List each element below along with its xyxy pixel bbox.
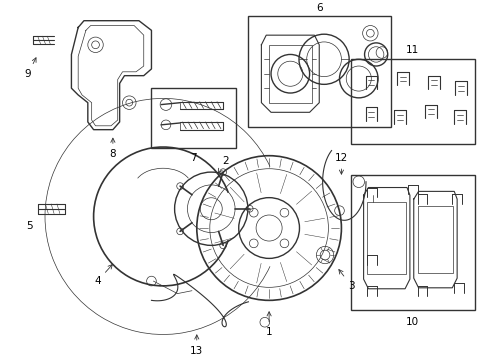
Bar	[417, 206, 453, 273]
Text: 3: 3	[339, 270, 355, 291]
Bar	[351, 59, 474, 144]
Text: 2: 2	[218, 156, 229, 173]
Text: 10: 10	[406, 316, 419, 327]
Bar	[351, 175, 474, 310]
Text: 11: 11	[406, 45, 419, 55]
Bar	[269, 45, 312, 103]
Text: 1: 1	[266, 312, 272, 337]
Text: 13: 13	[190, 335, 203, 356]
Text: 12: 12	[335, 153, 348, 174]
Text: 7: 7	[191, 153, 197, 163]
Text: 4: 4	[94, 265, 112, 286]
Bar	[151, 88, 236, 148]
Text: 5: 5	[26, 221, 33, 231]
Text: 9: 9	[24, 58, 36, 79]
Text: 6: 6	[316, 3, 322, 13]
Bar	[248, 16, 391, 127]
Bar	[368, 202, 406, 274]
Text: 8: 8	[110, 138, 116, 159]
